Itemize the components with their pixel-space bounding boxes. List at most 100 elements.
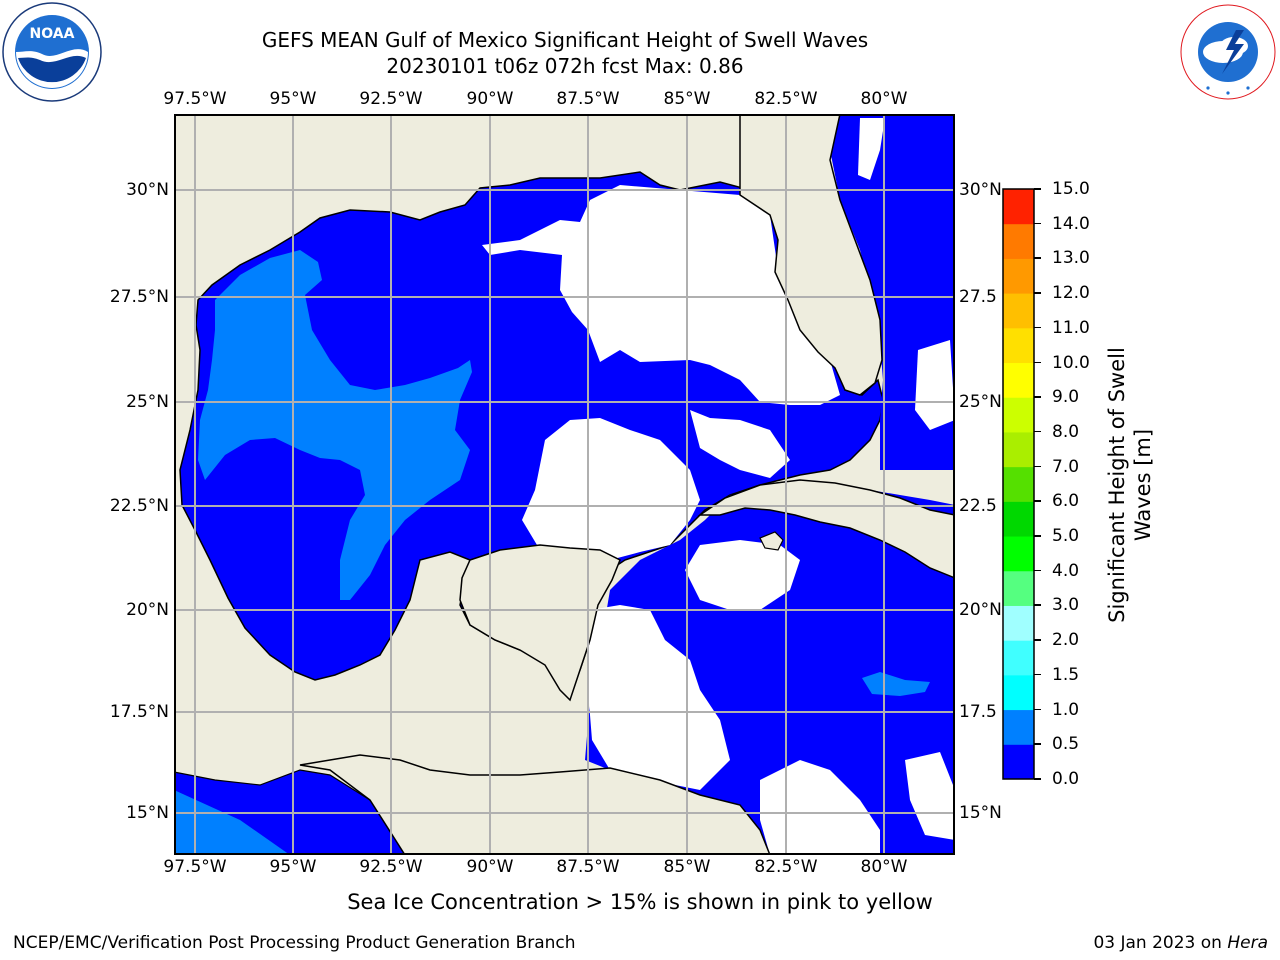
colorbar-segment (1003, 258, 1034, 294)
colorbar-tick-mark (1034, 604, 1041, 606)
graticule (174, 114, 955, 855)
lon-label-bottom: 92.5°W (359, 857, 423, 877)
colorbar (1002, 188, 1035, 780)
lon-label-bottom: 82.5°W (754, 857, 818, 877)
lon-label-top: 95°W (269, 89, 317, 109)
colorbar-segment (1003, 189, 1034, 225)
lat-label-right: 27.5 (959, 287, 997, 307)
colorbar-tick-mark (1034, 500, 1041, 502)
colorbar-tick-label: 7.0 (1052, 456, 1080, 477)
colorbar-tick-label: 12.0 (1052, 283, 1090, 304)
colorbar-tick-label: 2.0 (1052, 630, 1080, 651)
noaa-logo-text: NOAA (30, 26, 75, 42)
lat-label-left: 22.5°N (109, 496, 169, 516)
colorbar-tick-mark (1034, 188, 1041, 190)
colorbar-segment (1003, 744, 1034, 780)
lat-label-right: 15°N (959, 803, 1002, 823)
colorbar-tick-mark (1034, 535, 1041, 537)
lon-label-top: 82.5°W (754, 89, 818, 109)
isla-de-la-juventud (759, 531, 784, 551)
colorbar-tick-label: 9.0 (1052, 387, 1080, 408)
lat-label-left: 17.5°N (109, 702, 169, 722)
colorbar-tick-label: 13.0 (1052, 248, 1090, 269)
colorbar-segment (1003, 362, 1034, 398)
colorbar-segment (1003, 466, 1034, 502)
colorbar-segment (1003, 223, 1034, 259)
colorbar-tick-label: 1.0 (1052, 699, 1080, 720)
lon-label-top: 85°W (663, 89, 711, 109)
lon-label-bottom: 90°W (466, 857, 514, 877)
lat-label-left: 27.5°N (109, 287, 169, 307)
colorbar-segment (1003, 327, 1034, 364)
sea-ice-note: Sea Ice Concentration > 15% is shown in … (347, 890, 933, 914)
colorbar-tick-mark (1034, 708, 1041, 711)
colorbar-segment (1003, 397, 1034, 433)
colorbar-tick-mark (1034, 257, 1041, 259)
colorbar-tick-mark (1034, 396, 1041, 398)
lat-label-left: 20°N (126, 600, 169, 620)
caribbean-mid-swell (862, 672, 930, 696)
lat-label-right: 17.5 (959, 702, 997, 722)
colorbar-segment (1003, 709, 1034, 745)
footer-date: 03 Jan 2023 on Hera (1093, 933, 1268, 953)
lat-label-right: 25°N (959, 392, 1002, 412)
colorbar-segment (1003, 570, 1034, 606)
lon-label-bottom: 80°W (860, 857, 908, 877)
colorbar-tick-mark (1034, 639, 1041, 641)
colorbar-tick-mark (1034, 326, 1041, 329)
colorbar-segment (1003, 501, 1034, 537)
lat-label-left: 30°N (126, 180, 169, 200)
map-frame (174, 114, 955, 855)
colorbar-tick-label: 15.0 (1052, 179, 1090, 199)
colorbar-tick-label: 1.5 (1052, 664, 1080, 685)
footer-date-text: 03 Jan 2023 on (1093, 933, 1228, 953)
colorbar-segment (1003, 293, 1034, 329)
colorbar-tick-mark (1034, 222, 1041, 225)
florida (739, 114, 883, 396)
noaa-logo: NOAA (2, 2, 102, 102)
yucatan (459, 544, 621, 702)
colorbar-tick-label: 5.0 (1052, 526, 1080, 547)
colorbar-segment (1003, 605, 1034, 641)
colorbar-tick-label: 11.0 (1052, 317, 1090, 338)
colorbar-tick-label: 14.0 (1052, 213, 1090, 234)
colorbar-segment (1003, 674, 1034, 711)
pacific-mid-swell (174, 790, 290, 855)
map-panel (174, 114, 955, 855)
colorbar-segment (1003, 640, 1034, 676)
colorbar-tick-label: 8.0 (1052, 421, 1080, 442)
colorbar-tick-mark (1034, 778, 1041, 780)
lat-label-right: 30°N (959, 180, 1002, 200)
zero-swell-areas (482, 118, 955, 855)
footer-host: Hera (1227, 933, 1268, 953)
lon-label-top: 87.5°W (556, 89, 620, 109)
colorbar-tick-mark (1034, 743, 1041, 745)
colorbar-tick-mark (1034, 292, 1041, 294)
footer-credit: NCEP/EMC/Verification Post Processing Pr… (13, 933, 576, 953)
colorbar-tick-label: 0.5 (1052, 734, 1080, 755)
colorbar-tick-label: 0.0 (1052, 769, 1080, 789)
colorbar-segment (1003, 431, 1034, 468)
colorbar-tick-mark (1034, 569, 1041, 572)
colorbar-segment (1003, 536, 1034, 572)
map-subtitle: 20230101 t06z 072h fcst Max: 0.86 (386, 54, 744, 78)
map-title: GEFS MEAN Gulf of Mexico Significant Hei… (261, 28, 869, 52)
lon-label-bottom: 85°W (663, 857, 711, 877)
lat-label-left: 15°N (126, 803, 169, 823)
lon-label-top: 92.5°W (359, 89, 423, 109)
nws-logo (1178, 2, 1278, 102)
lon-label-top: 90°W (466, 89, 514, 109)
lat-label-left: 25°N (126, 392, 169, 412)
colorbar-tick-label: 10.0 (1052, 352, 1090, 373)
colorbar-tick-mark (1034, 673, 1041, 676)
central-america (299, 754, 771, 855)
colorbar-tick-label: 4.0 (1052, 560, 1080, 581)
gulf-mid-swell (198, 250, 472, 600)
colorbar-label: Significant Height of Swell Waves [m] (1105, 347, 1155, 623)
colorbar-tick-label: 3.0 (1052, 595, 1080, 616)
cuba (697, 479, 955, 579)
colorbar-tick-label: 6.0 (1052, 491, 1080, 512)
lon-label-top: 97.5°W (163, 89, 227, 109)
lon-label-bottom: 95°W (269, 857, 317, 877)
lat-label-right: 20°N (959, 600, 1002, 620)
